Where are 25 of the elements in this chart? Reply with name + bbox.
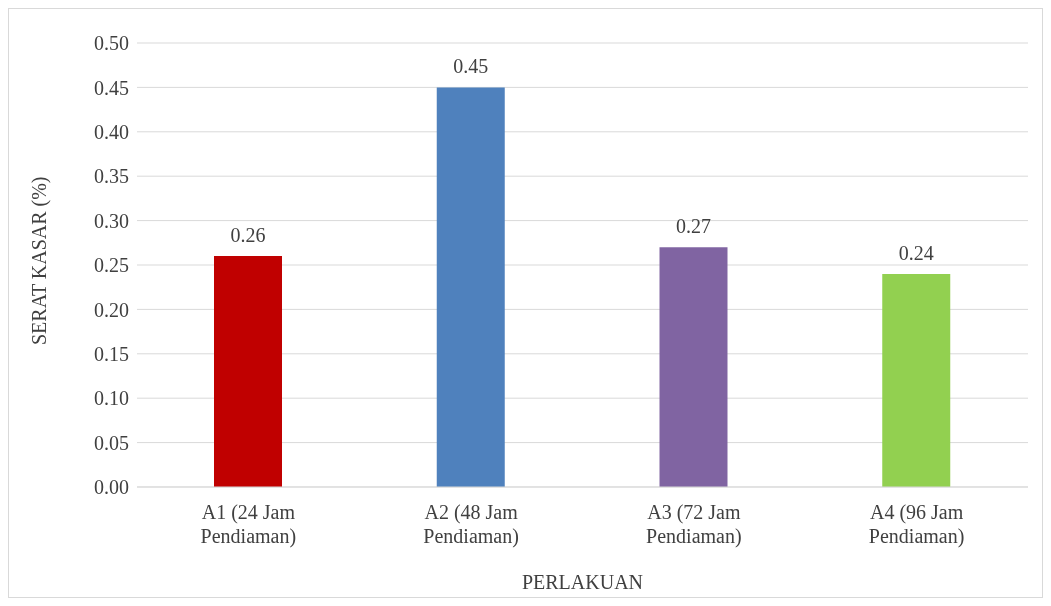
data-label: 0.45 — [453, 55, 489, 78]
data-label: 0.24 — [898, 241, 934, 264]
x-tick-label: A3 (72 Jam Pendiaman) — [646, 501, 742, 548]
y-tick-label: 0.30 — [94, 209, 129, 232]
y-tick-label: 0.50 — [94, 32, 129, 55]
bar — [214, 256, 282, 487]
y-axis-title: SERAT KASAR (%) — [28, 176, 52, 345]
y-tick-label: 0.00 — [94, 476, 129, 499]
x-tick-label: A4 (96 Jam Pendiaman) — [868, 501, 965, 548]
y-tick-label: 0.35 — [94, 165, 129, 188]
y-tick-label: 0.15 — [94, 342, 129, 365]
x-tick-label: A1 (24 Jam Pendiaman) — [200, 501, 297, 548]
y-tick-label: 0.10 — [94, 387, 129, 410]
x-axis-title: PERLAKUAN — [521, 571, 644, 593]
y-tick-label: 0.45 — [94, 76, 129, 99]
data-label: 0.26 — [230, 224, 266, 247]
y-tick-label: 0.05 — [94, 431, 129, 454]
bar — [882, 273, 951, 487]
data-label: 0.27 — [676, 215, 711, 238]
x-tick-label: A2 (48 Jam Pendiaman) — [423, 501, 519, 548]
y-tick-label: 0.40 — [94, 120, 129, 143]
bar — [436, 87, 505, 487]
y-tick-label: 0.20 — [94, 298, 129, 321]
y-tick-label: 0.25 — [94, 254, 129, 277]
bar — [659, 247, 728, 487]
